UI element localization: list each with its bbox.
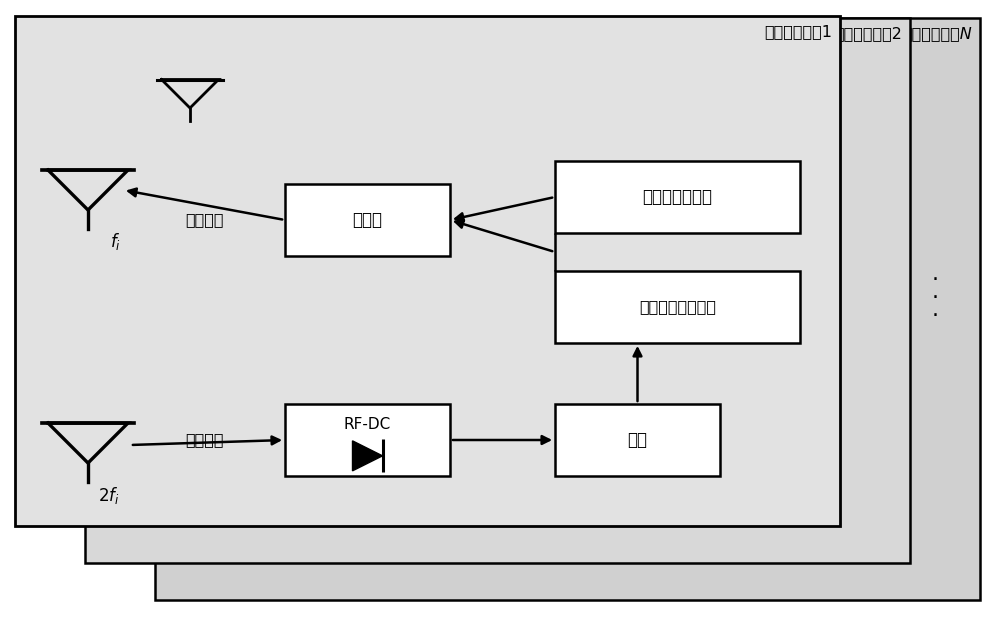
Bar xyxy=(85,18,910,563)
Text: RF-DC: RF-DC xyxy=(344,417,391,431)
Bar xyxy=(555,404,720,476)
Bar xyxy=(285,404,450,476)
Polygon shape xyxy=(352,441,382,471)
Text: $2f_i$: $2f_i$ xyxy=(98,485,120,506)
Bar xyxy=(15,16,840,526)
Text: 目标电子设备N: 目标电子设备N xyxy=(902,26,972,41)
Text: 目标电子设备1: 目标电子设备1 xyxy=(764,24,832,39)
Text: 导引信号发生器: 导引信号发生器 xyxy=(642,188,712,206)
Bar xyxy=(285,184,450,256)
Text: ·
·
·: · · · xyxy=(932,269,938,326)
Text: 射频功率: 射频功率 xyxy=(185,433,224,447)
Text: $f_i$: $f_i$ xyxy=(110,232,121,253)
Bar xyxy=(155,18,980,600)
Text: 调制器: 调制器 xyxy=(352,211,382,229)
Text: 导引信号: 导引信号 xyxy=(185,213,224,227)
Bar xyxy=(555,161,800,233)
Bar xyxy=(555,271,800,343)
Text: 目标电子设备2: 目标电子设备2 xyxy=(834,26,902,41)
Text: 功率信息采集模块: 功率信息采集模块 xyxy=(639,300,716,315)
Text: 负载: 负载 xyxy=(628,431,648,449)
